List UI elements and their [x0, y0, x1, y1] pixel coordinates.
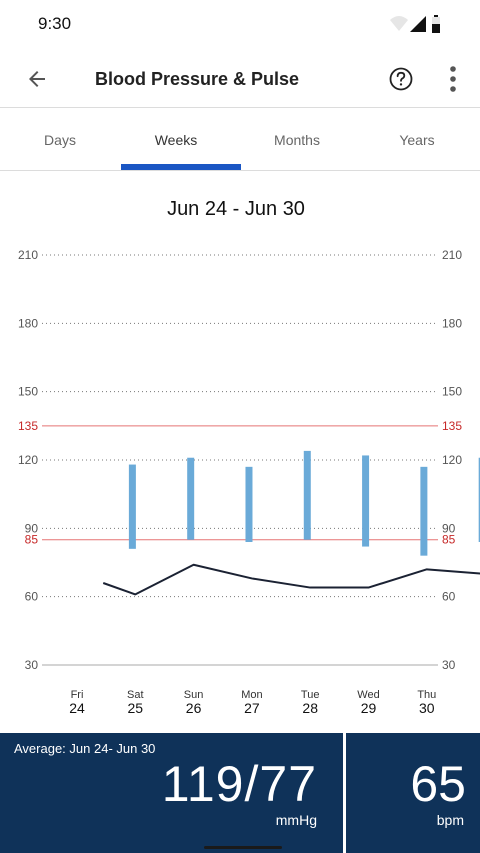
arrow-back-icon: [29, 71, 45, 87]
bp-summary-panel: Average: Jun 24- Jun 30 119/77 mmHg: [0, 733, 343, 853]
status-bar: 9:30: [0, 0, 480, 50]
threshold-label-left: 85: [25, 533, 39, 547]
pulse-line: [102, 563, 480, 596]
x-axis-weekday: Wed: [357, 689, 379, 701]
y-axis-tick-right: 90: [442, 521, 456, 535]
tab-months[interactable]: Months: [274, 132, 320, 148]
x-axis-date: 30: [419, 700, 435, 716]
chart-canvas: 210 210 180 180 150 150 120 120 90 90 60 60 30 30 135 1…: [18, 248, 480, 716]
x-axis-weekday: Sat: [127, 689, 144, 701]
y-axis-tick-right: 150: [442, 385, 462, 399]
pulse-unit: bpm: [436, 812, 464, 828]
y-axis-tick-right: 210: [442, 248, 462, 262]
y-axis-tick-left: 60: [25, 590, 39, 604]
date-range-label: Jun 24 - Jun 30: [167, 198, 305, 220]
wifi-icon: [390, 16, 408, 31]
battery-icon: [432, 15, 440, 33]
x-axis-date: 25: [128, 700, 144, 716]
y-axis-tick-left: 150: [18, 385, 38, 399]
x-axis-date: 24: [69, 700, 85, 716]
app-bar: Blood Pressure & Pulse: [0, 50, 480, 108]
bp-range-bar: [245, 466, 253, 542]
x-axis-date: 27: [244, 700, 260, 716]
bp-pulse-chart: 210 210 180 180 150 150 120 120 90 90 60 60 30 30 135 1…: [0, 235, 480, 725]
status-time: 9:30: [38, 14, 72, 33]
blood-pressure-unit: mmHg: [275, 812, 317, 828]
cellular-signal-icon: [410, 16, 426, 32]
back-button[interactable]: [18, 60, 56, 98]
bp-range-bar: [362, 455, 370, 547]
y-axis-tick-right: 180: [442, 316, 462, 330]
bp-range-bar: [187, 457, 195, 540]
tab-days[interactable]: Days: [44, 132, 76, 148]
x-axis-weekday: Tue: [301, 689, 320, 701]
y-axis-tick-left: 210: [18, 248, 38, 262]
x-axis-date: 29: [361, 700, 377, 716]
pulse-summary-panel: 65 bpm: [346, 733, 480, 853]
status-icons: [390, 15, 440, 33]
more-vertical-icon: [450, 66, 456, 92]
y-axis-tick-left: 30: [25, 658, 39, 672]
more-options-button[interactable]: [440, 62, 466, 96]
threshold-label-right: 135: [442, 419, 462, 433]
pulse-value: 65: [410, 756, 466, 812]
help-circle-icon: [389, 67, 413, 91]
x-axis-weekday: Sun: [184, 689, 204, 701]
x-axis-weekday: Fri: [71, 689, 84, 701]
bp-range-bar: [478, 457, 480, 542]
x-axis-weekday: Mon: [241, 689, 262, 701]
tab-years[interactable]: Years: [399, 132, 435, 148]
bp-range-bar: [303, 450, 311, 540]
y-axis-tick-left: 90: [25, 521, 39, 535]
threshold-label-left: 135: [18, 419, 38, 433]
average-caption: Average: Jun 24- Jun 30: [14, 741, 156, 756]
tab-weeks[interactable]: Weeks: [154, 132, 198, 148]
bp-range-bar: [420, 466, 428, 556]
help-button[interactable]: [386, 64, 416, 94]
page-title: Blood Pressure & Pulse: [95, 69, 300, 89]
threshold-label-right: 85: [442, 533, 456, 547]
y-axis-tick-left: 180: [18, 316, 38, 330]
x-axis-weekday: Thu: [417, 689, 436, 701]
active-tab-indicator: [121, 164, 241, 170]
bp-range-bar: [128, 464, 136, 549]
y-axis-tick-left: 120: [18, 453, 38, 467]
y-axis-tick-right: 60: [442, 590, 456, 604]
blood-pressure-value: 119/77: [161, 756, 317, 812]
y-axis-tick-right: 120: [442, 453, 462, 467]
x-axis-date: 26: [186, 700, 202, 716]
home-indicator: [204, 846, 282, 849]
period-tabs: Days Weeks Months Years: [0, 109, 480, 171]
y-axis-tick-right: 30: [442, 658, 456, 672]
x-axis-date: 28: [302, 700, 318, 716]
